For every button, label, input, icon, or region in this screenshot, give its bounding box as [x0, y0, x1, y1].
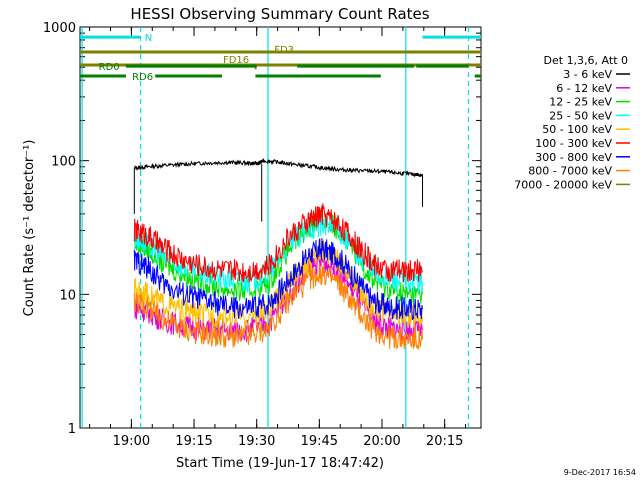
series-line [133, 207, 423, 307]
series-line [133, 238, 423, 320]
flag-label: FD16 [223, 55, 249, 66]
y-tick-label: 10 [59, 288, 76, 303]
chart-title: HESSI Observing Summary Count Rates [130, 5, 429, 23]
y-tick-label: 100 [51, 155, 76, 170]
series-line [133, 239, 423, 329]
flag-label: RD0 [99, 62, 120, 73]
legend-label: 12 - 25 keV [549, 96, 612, 109]
legend-label: 7000 - 20000 keV [514, 178, 612, 191]
x-tick-label: 19:00 [113, 434, 150, 449]
x-axis-label: Start Time (19-Jun-17 18:47:42) [176, 456, 384, 471]
legend-label: 50 - 100 keV [542, 123, 612, 136]
flag-label: FD3 [274, 45, 294, 56]
fd16-marker [254, 67, 257, 70]
x-tick-label: 19:45 [301, 434, 338, 449]
y-tick-label: 1 [68, 422, 76, 437]
series-line [133, 203, 423, 283]
legend-label: 800 - 7000 keV [528, 165, 612, 178]
x-tick-label: 20:15 [426, 434, 463, 449]
legend-label: 3 - 6 keV [563, 68, 612, 81]
series-line [133, 158, 423, 178]
x-tick-label: 19:30 [238, 434, 275, 449]
plot-frame [79, 26, 482, 429]
series-line [133, 261, 423, 350]
x-tick-label: 19:15 [175, 434, 212, 449]
x-tick-label: 20:00 [363, 434, 400, 449]
legend-label: 25 - 50 keV [549, 109, 612, 122]
y-axis-label: Count Rate (s⁻¹ detector⁻¹) [22, 140, 37, 317]
legend-label: 300 - 800 keV [535, 151, 612, 164]
flag-label: RD6 [132, 72, 153, 83]
y-tick-label: 1000 [43, 21, 76, 36]
legend-title: Det 1,3,6, Att 0 [544, 54, 628, 67]
legend-label: 6 - 12 keV [556, 82, 612, 95]
plot-area: 1 10 100 1000 19:00 19:15 19:30 19:45 20:00 20:15… [43, 21, 482, 449]
legend-label: 100 - 300 keV [535, 137, 612, 150]
flag-label: N [145, 33, 152, 44]
date-stamp: 9-Dec-2017 16:54 [564, 468, 636, 477]
